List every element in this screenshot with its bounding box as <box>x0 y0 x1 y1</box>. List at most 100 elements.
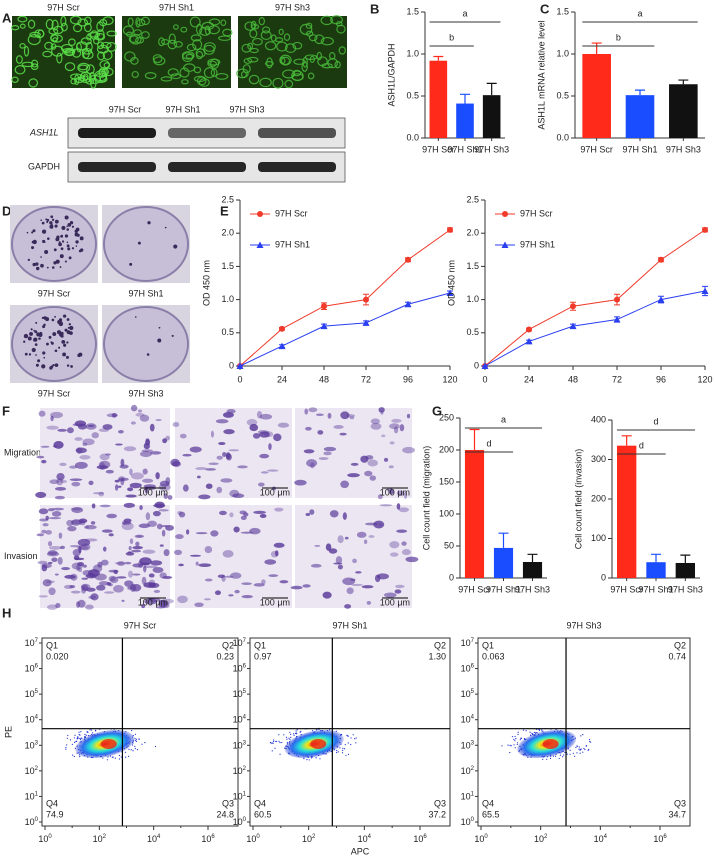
quadrant-name: Q4 <box>254 798 266 808</box>
cell <box>143 564 147 573</box>
cell <box>323 446 337 452</box>
cell <box>92 37 100 45</box>
colony <box>33 339 35 342</box>
cell <box>124 51 136 62</box>
x-tick-label: 97H Sh3 <box>666 144 701 154</box>
cell <box>381 434 386 438</box>
colony <box>42 239 46 244</box>
cell <box>208 25 220 35</box>
plot-title: 97H Sh1 <box>332 620 367 630</box>
cell <box>55 602 61 608</box>
event <box>575 746 577 749</box>
cell <box>59 462 67 466</box>
bar <box>429 60 448 138</box>
cell <box>102 50 113 61</box>
cell <box>106 582 112 586</box>
quadrant-value: 65.5 <box>482 809 500 819</box>
event <box>520 737 523 739</box>
y-tick-label: 1.0 <box>221 294 234 304</box>
event <box>76 740 78 742</box>
event <box>73 755 75 758</box>
cell <box>67 427 74 434</box>
tick-base: 10 <box>358 834 368 844</box>
cell <box>316 51 323 61</box>
tick-exponent: 6 <box>211 834 215 840</box>
quadrant-name: Q1 <box>254 640 266 650</box>
cell <box>228 594 234 597</box>
significance-label: b <box>616 32 621 42</box>
tick-exponent: 1 <box>471 791 475 797</box>
cell <box>266 469 279 472</box>
cell <box>17 15 28 23</box>
cell <box>259 453 270 459</box>
tick-exponent: 2 <box>312 834 316 840</box>
cell <box>159 480 170 487</box>
cell <box>134 534 145 538</box>
y-tick-label: 1.5 <box>466 261 479 271</box>
scale-bar-label: 100 μm <box>380 487 410 497</box>
event <box>69 739 72 741</box>
event <box>350 737 352 739</box>
event <box>339 747 341 749</box>
event <box>522 729 525 731</box>
cell <box>373 520 385 529</box>
cell <box>208 462 219 465</box>
cell <box>153 589 161 593</box>
event <box>579 752 581 754</box>
cell <box>128 35 139 44</box>
marker <box>702 226 708 233</box>
cell <box>77 562 85 567</box>
cell <box>181 79 189 85</box>
colony <box>38 337 41 340</box>
cell <box>220 19 227 27</box>
cell <box>315 413 324 416</box>
cell <box>214 590 222 596</box>
cell <box>60 15 67 27</box>
marker <box>658 256 664 263</box>
colony <box>28 337 31 339</box>
cell <box>346 414 356 418</box>
cell <box>325 543 332 551</box>
tick-label: 100 <box>25 817 39 828</box>
colony <box>66 225 68 228</box>
event <box>514 740 516 742</box>
colony <box>54 315 56 318</box>
event <box>347 742 349 744</box>
transwell-bg <box>295 408 412 498</box>
event <box>289 731 291 733</box>
colony <box>61 339 66 344</box>
cell <box>185 529 190 535</box>
x-tick-label: 97H Scr <box>610 584 643 594</box>
tick-label: 107 <box>25 638 39 649</box>
event <box>585 745 587 747</box>
quadrant-name: Q2 <box>434 640 446 650</box>
tick-label: 100 <box>38 834 52 845</box>
colony <box>47 237 50 240</box>
cell <box>305 22 313 29</box>
cell <box>77 538 91 547</box>
cell <box>82 564 87 568</box>
cell <box>320 36 334 46</box>
quadrant-name: Q2 <box>674 640 686 650</box>
tick-exponent: 0 <box>243 817 247 823</box>
fluorescence-image <box>10 15 117 89</box>
event <box>580 735 582 737</box>
cell <box>37 560 48 565</box>
cell <box>19 43 26 49</box>
cell <box>77 62 91 73</box>
tick-base: 10 <box>474 834 484 844</box>
cell <box>243 57 253 64</box>
tick-label: 100 <box>233 817 247 828</box>
tick-base: 10 <box>25 766 35 776</box>
cell <box>106 513 118 519</box>
cell <box>279 580 289 584</box>
cell <box>268 574 279 578</box>
cell <box>71 506 84 514</box>
event <box>136 749 139 751</box>
colony <box>66 318 70 321</box>
error-bar <box>527 553 538 562</box>
x-axis-label: APC <box>351 846 370 856</box>
cell <box>82 438 95 446</box>
cell <box>240 515 247 521</box>
cell <box>256 411 263 419</box>
